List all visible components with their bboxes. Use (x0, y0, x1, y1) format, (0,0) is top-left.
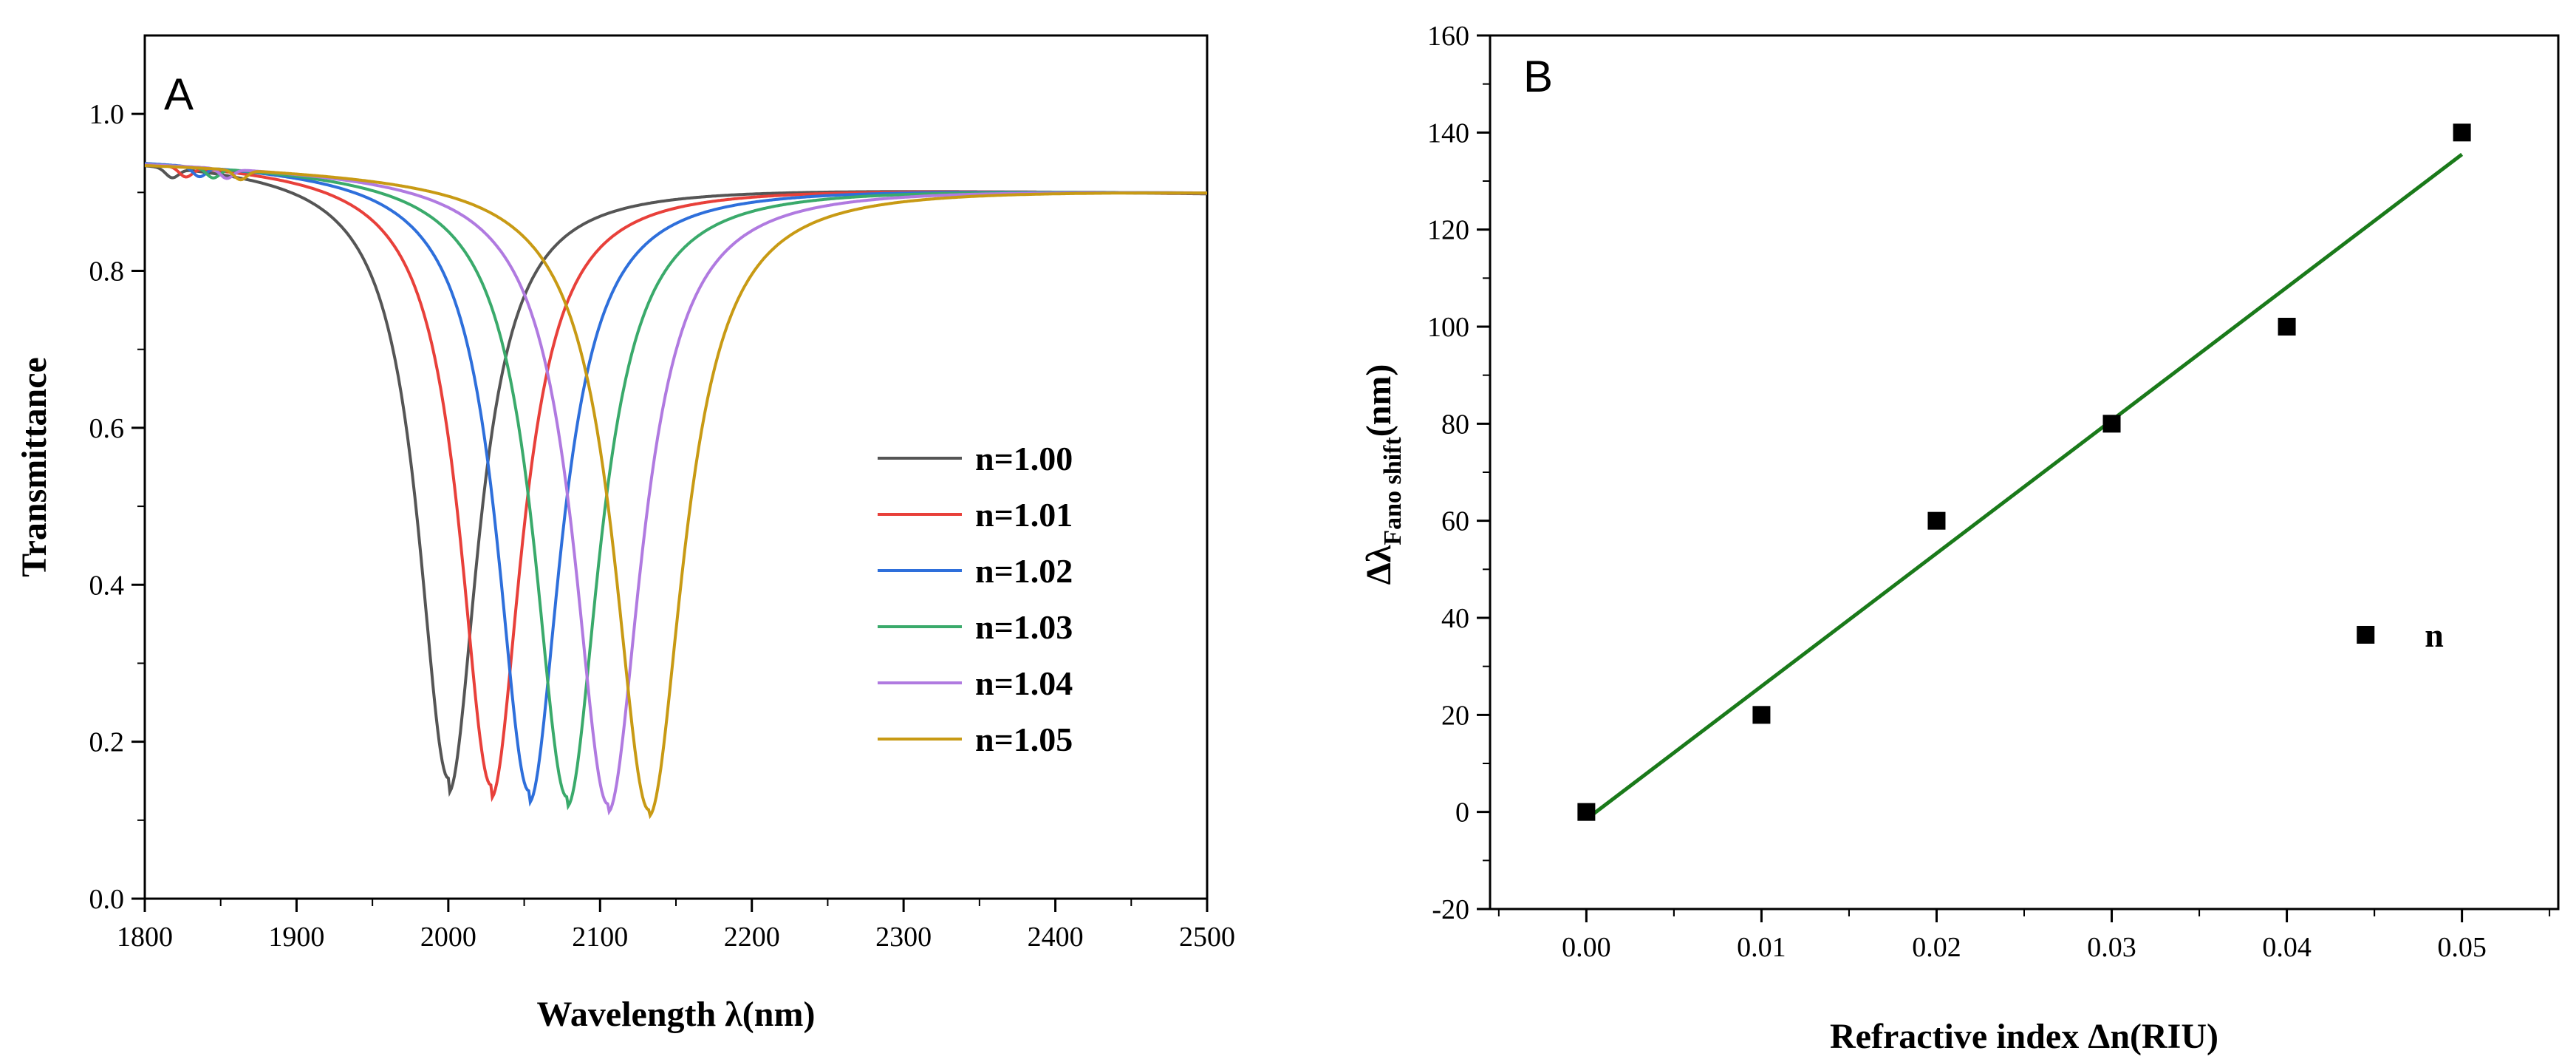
panel-b-y-tick-label: 100 (1427, 312, 1469, 343)
panel-a-curve-n-1-03 (144, 163, 1207, 811)
panel-a-legend-label: n=1.01 (975, 496, 1073, 534)
panel-a-curve-n-1-02 (144, 162, 1207, 807)
panel-a-curves (144, 162, 1208, 820)
panel-b-y-tick-label: -20 (1432, 894, 1469, 925)
panel-a-legend-label: n=1.04 (975, 664, 1073, 702)
panel-b-y-tick-label: 80 (1441, 409, 1469, 440)
panel-a-y-tick-label: 0.8 (89, 256, 125, 287)
panel-b-data-point (2278, 318, 2296, 336)
panel-b-x-tick-label: 0.04 (2262, 932, 2312, 963)
panel-b-fit (1585, 152, 2464, 821)
panel-b-y-tick-label: 60 (1441, 506, 1469, 537)
panel-b-x-tick-label: 0.00 (1562, 932, 1611, 963)
panel-a-x-tick-label: 2200 (724, 922, 780, 953)
panel-b-x-tick-label: 0.02 (1912, 932, 1961, 963)
panel-b-plot-frame (1489, 34, 2560, 910)
panel-b-legend-marker (2357, 625, 2375, 644)
panel-a-x-axis-title: Wavelength λ(nm) (537, 995, 816, 1034)
panel-a-x-tick-label: 2000 (420, 922, 476, 953)
panel-b-y-axis-title: ΔλFano shift(nm) (1359, 364, 1407, 585)
panel-a-y-axis-title: Transmittance (15, 357, 54, 577)
panel-b-y-title-main: Δλ (1359, 545, 1398, 585)
panel-a-curve-n-1-04 (144, 163, 1208, 816)
panel-b-y-tick-label: 0 (1455, 797, 1469, 828)
panel-a-y-tick-label: 1.0 (89, 99, 125, 130)
panel-b-y-tick-label: 120 (1427, 215, 1469, 246)
panel-a-x-tick-label: 2500 (1179, 922, 1235, 953)
panel-a-y-tick-label: 0.4 (89, 570, 125, 601)
panel-a-legend: n=1.00 n=1.01 n=1.02 n=1.03 n=1.04 n=1.05 (878, 440, 1073, 758)
panel-b-ticks: 0.00 0.01 0.02 0.03 0.04 0.05 -20 0 20 40 60 80 100 1… (1427, 21, 2551, 963)
panel-a-y-tick-label: 0.2 (89, 727, 125, 758)
panel-b-x-tick-label: 0.05 (2437, 932, 2487, 963)
panel-b-data-point (1577, 803, 1596, 821)
panel-b-legend-label: n (2425, 616, 2444, 654)
panel-b-x-tick-label: 0.03 (2087, 932, 2136, 963)
panel-b-data-point (2453, 123, 2471, 142)
panel-b-y-tick-label: 20 (1441, 700, 1469, 731)
panel-a-x-tick-label: 1800 (117, 922, 173, 953)
panel-a-legend-label: n=1.03 (975, 608, 1073, 646)
panel-a-x-tick-label: 2100 (572, 922, 628, 953)
panel-a-x-tick-label: 2400 (1028, 922, 1084, 953)
panel-a-y-tick-label: 0.6 (89, 413, 125, 444)
panel-b-x-axis-title: Refractive index Δn(RIU) (1830, 1017, 2218, 1056)
panel-b-y-tick-label: 160 (1427, 21, 1469, 52)
panel-a-legend-label: n=1.05 (975, 721, 1073, 758)
panel-b-fit-line (1585, 152, 2464, 821)
panel-b-y-tick-label: 140 (1427, 118, 1469, 149)
panel-a-legend-label: n=1.02 (975, 552, 1073, 590)
panel-b-legend: n (2357, 616, 2444, 654)
panel-a-ticks: 1800 1900 2000 2100 2200 2300 2400 2500 0.0 0.2 0.… (89, 99, 1236, 953)
panel-b-y-title-end: (nm) (1359, 364, 1398, 438)
panel-b: 0.00 0.01 0.02 0.03 0.04 0.05 -20 0 20 40 60 80 100 1… (1359, 21, 2560, 1056)
panel-a-letter: A (164, 69, 194, 119)
panel-b-y-title-sub: Fano shift (1379, 437, 1407, 545)
panel-b-points (1577, 123, 2471, 821)
panel-a: 1800 1900 2000 2100 2200 2300 2400 2500 0.0 0.2 0.… (15, 34, 1236, 1034)
panel-b-x-tick-label: 0.01 (1737, 932, 1786, 963)
panel-a-curve-n-1-01 (144, 163, 1207, 803)
panel-b-data-point (1927, 511, 1946, 530)
panel-b-data-point (2102, 415, 2121, 433)
panel-a-y-tick-label: 0.0 (89, 884, 125, 915)
panel-b-y-tick-label: 40 (1441, 603, 1469, 634)
panel-a-x-tick-label: 2300 (875, 922, 932, 953)
panel-b-data-point (1752, 706, 1771, 724)
panel-a-legend-label: n=1.00 (975, 440, 1073, 477)
panel-a-curve-n-1-05 (144, 164, 1207, 820)
panel-a-x-tick-label: 1900 (268, 922, 324, 953)
panel-b-letter: B (1523, 52, 1553, 101)
